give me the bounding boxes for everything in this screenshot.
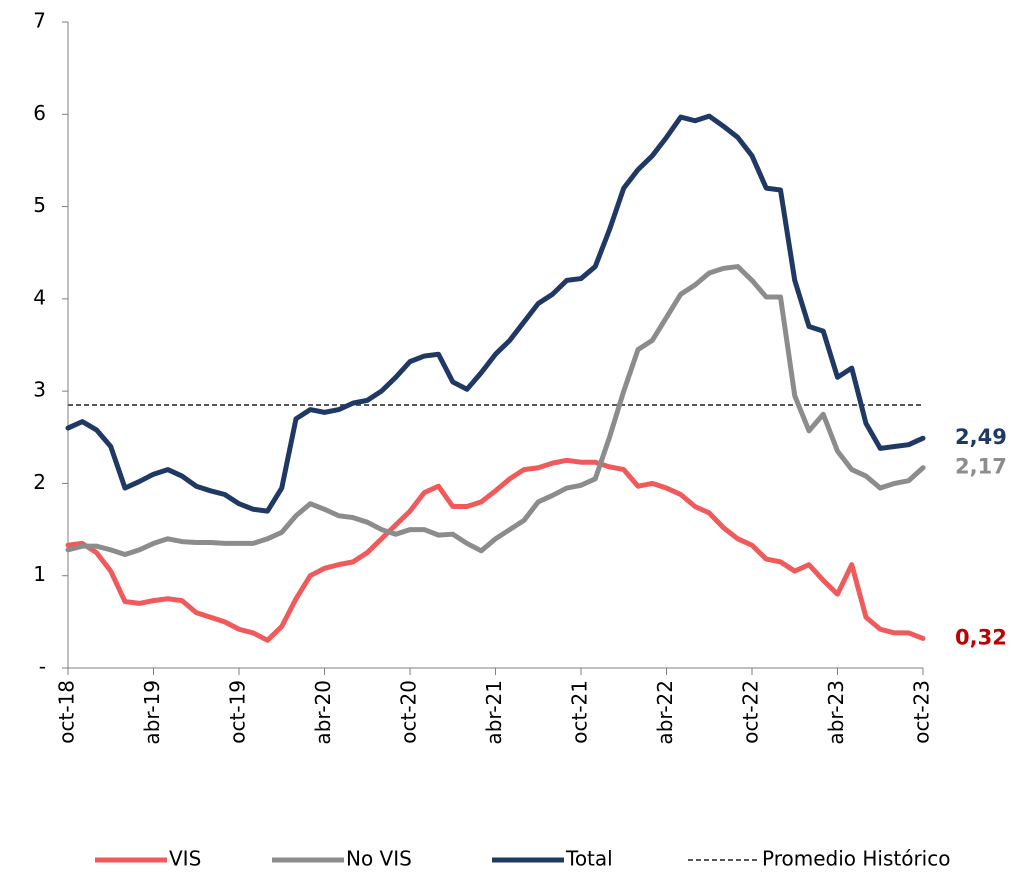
x-tick-label: oct-18 — [55, 680, 79, 744]
end-label: 2,17 — [955, 455, 1007, 479]
y-tick-label: 6 — [33, 101, 46, 125]
series-line — [65, 264, 926, 557]
legend-label: Total — [565, 847, 613, 871]
y-tick-label: 2 — [33, 470, 46, 494]
end-label: 0,32 — [955, 625, 1007, 649]
x-tick-label: abr-23 — [824, 680, 848, 745]
legend-label: No VIS — [346, 847, 412, 871]
end-label: 2,49 — [955, 425, 1007, 449]
x-tick-label: oct-21 — [568, 680, 592, 744]
y-tick-label: 4 — [33, 285, 46, 309]
x-tick-label: oct-22 — [739, 680, 763, 744]
x-tick-label: abr-22 — [653, 680, 677, 745]
series-line — [65, 457, 926, 643]
y-tick-label: 3 — [33, 378, 46, 402]
legend-label: Promedio Histórico — [762, 847, 950, 871]
x-tick-label: abr-19 — [140, 680, 164, 745]
y-tick-label: 5 — [33, 193, 46, 217]
x-tick-label: oct-20 — [397, 680, 421, 744]
y-tick-label: 1 — [33, 562, 46, 586]
x-tick-label: oct-23 — [910, 680, 934, 744]
y-tick-label: - — [39, 655, 46, 679]
legend-label: VIS — [169, 847, 201, 871]
x-tick-label: abr-20 — [311, 680, 335, 745]
y-tick-label: 7 — [33, 9, 46, 33]
x-tick-label: abr-21 — [482, 680, 506, 745]
x-tick-label: oct-19 — [226, 680, 250, 744]
series-line — [65, 113, 926, 514]
